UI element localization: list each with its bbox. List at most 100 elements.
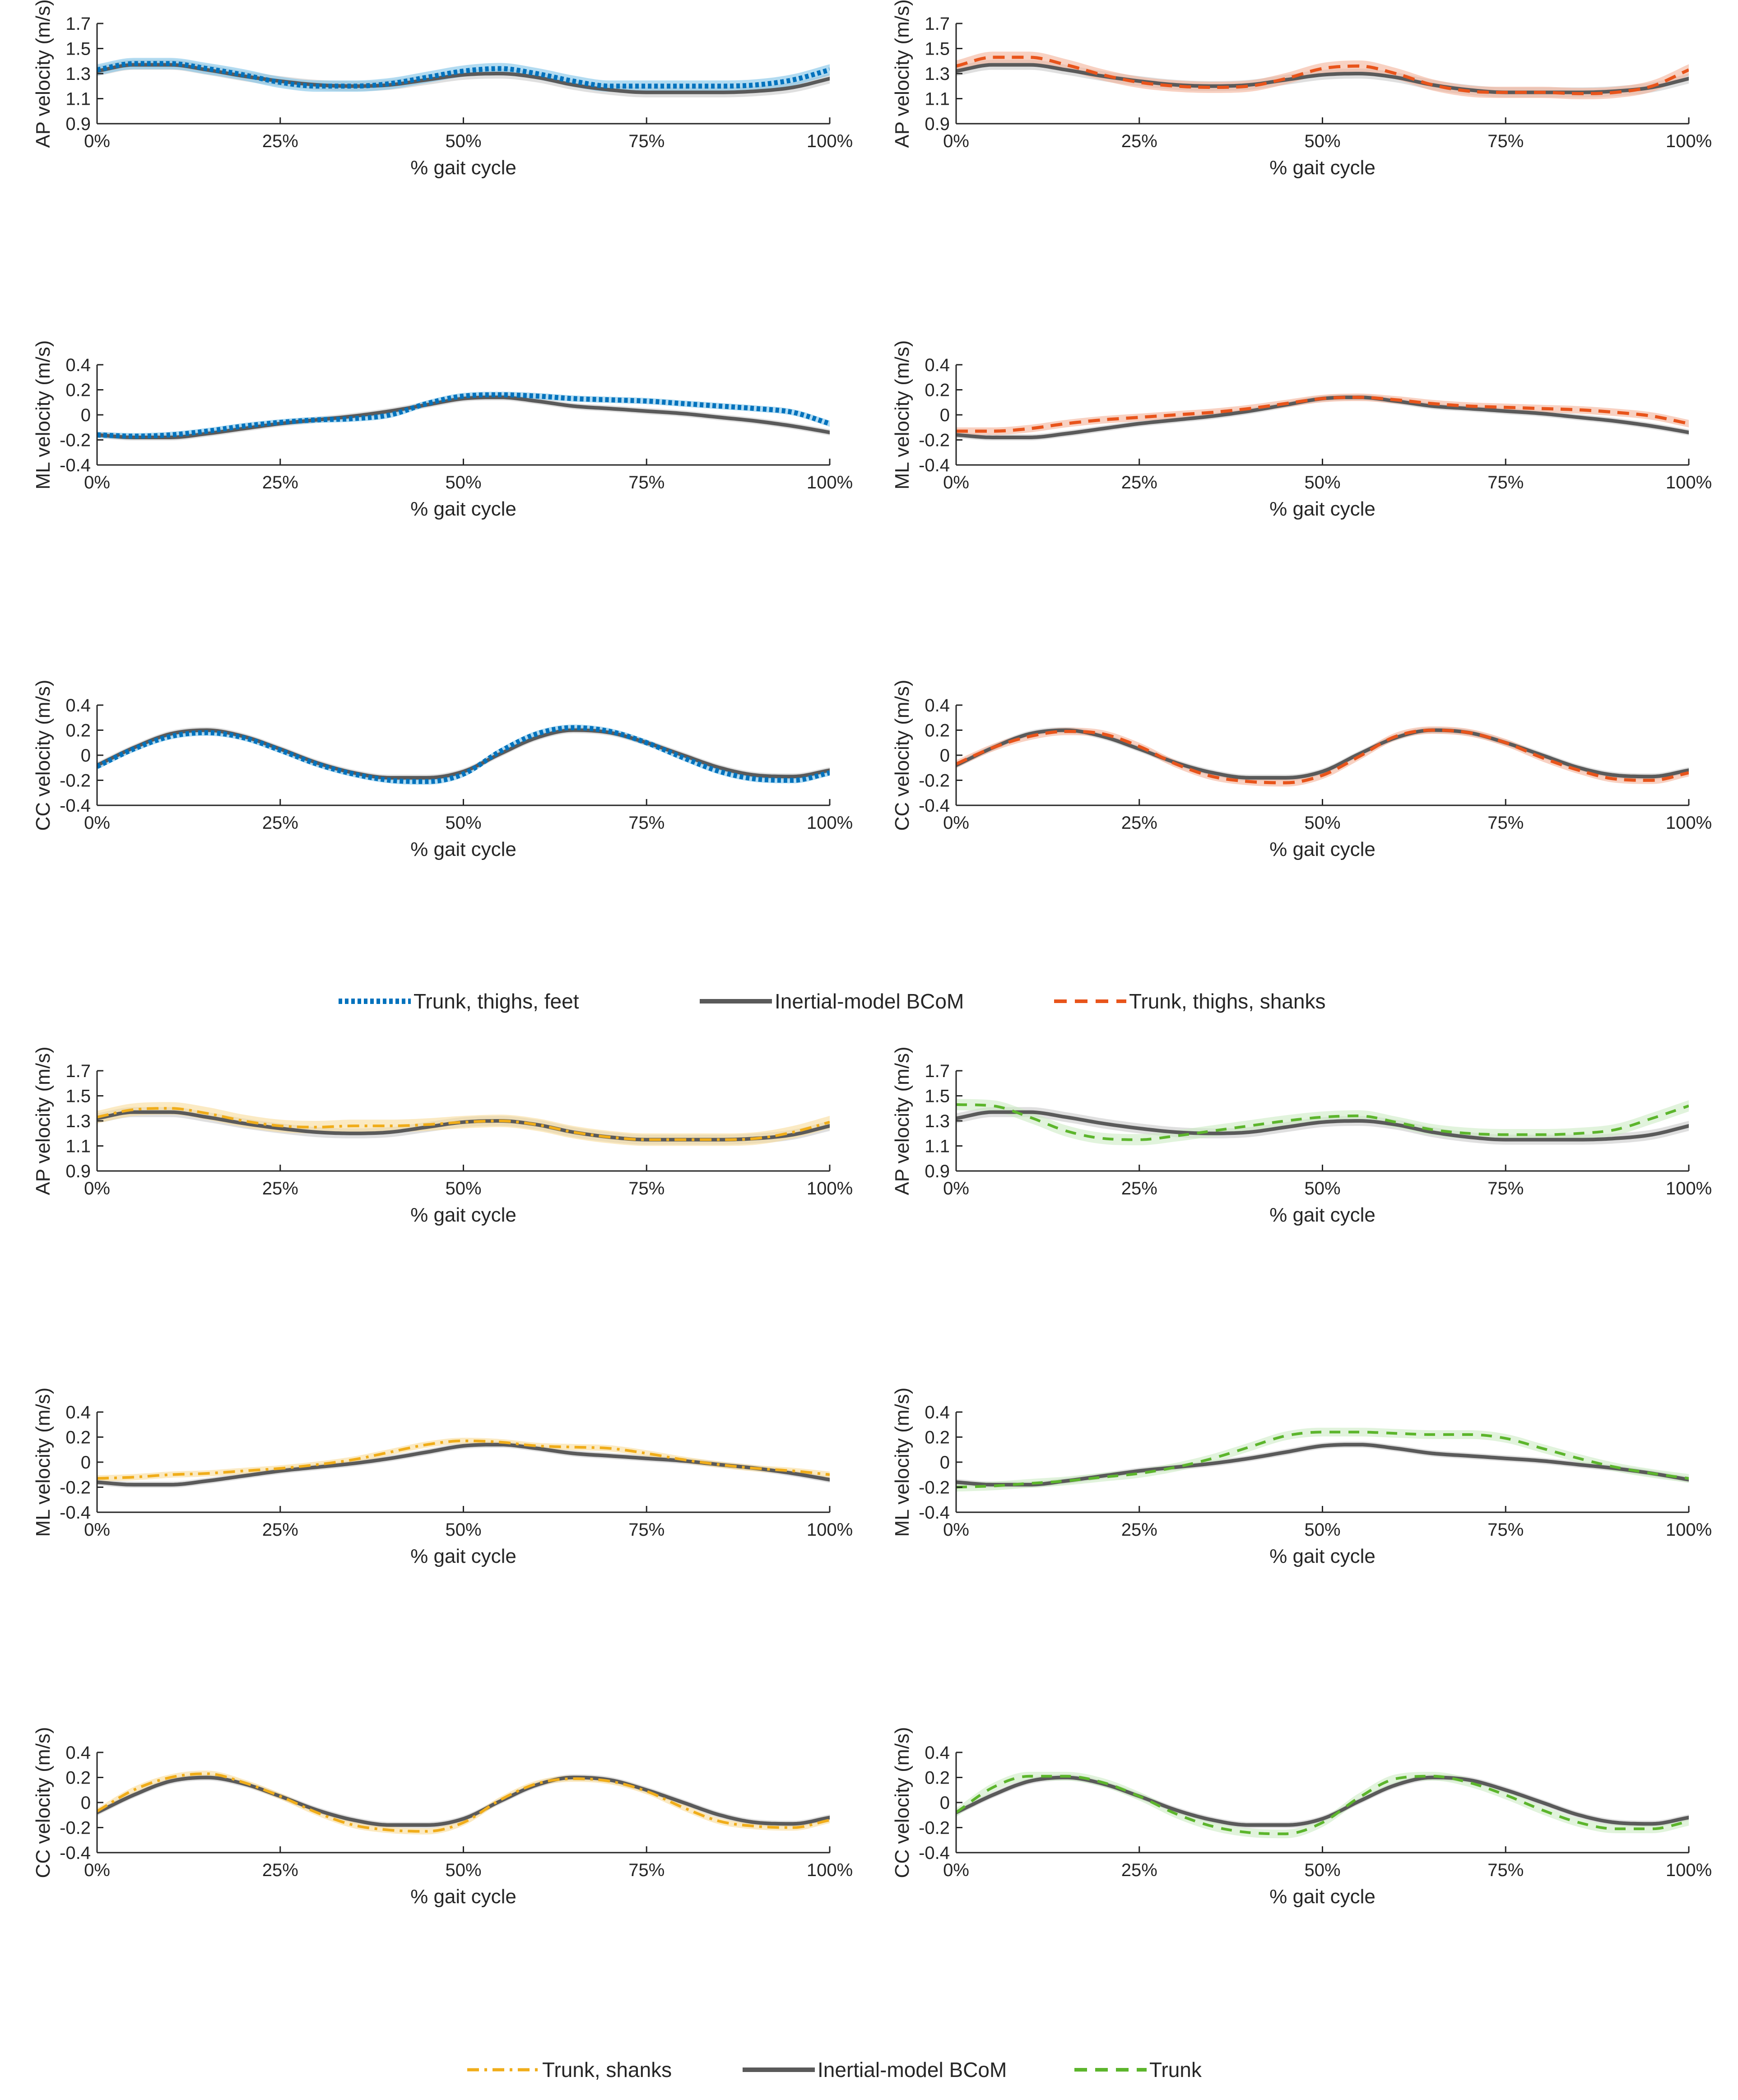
x-tick-label: 0% <box>84 1520 110 1540</box>
y-tick-label: 0.9 <box>925 1162 950 1181</box>
legend-entry-trunk: Trunk <box>1074 2058 1202 2081</box>
y-axis-label: ML velocity (m/s) <box>891 1388 913 1537</box>
x-tick-label: 25% <box>1121 131 1157 151</box>
reference-line <box>97 1775 830 1827</box>
series-line <box>97 392 830 439</box>
x-tick-label: 75% <box>628 1179 665 1199</box>
series-band <box>97 725 830 785</box>
y-tick-label: 0.4 <box>65 1403 91 1422</box>
y-tick-label: 1.3 <box>65 64 91 84</box>
series-line <box>956 1431 1689 1489</box>
panel-ap-trunk-thighs-shanks: 0.9 1.1 1.3 1.5 1.7 0% 25% 50% 75% 100% % gait cyc… <box>891 0 1712 179</box>
y-tick-label: 1.3 <box>925 1111 950 1131</box>
plot-area <box>97 1102 830 1146</box>
reference-line <box>956 728 1689 780</box>
y-tick-label: 0.9 <box>65 1162 91 1181</box>
legend-label: Trunk, shanks <box>542 2058 672 2081</box>
legend-entry-reference: Inertial-model BCoM <box>743 2058 1007 2081</box>
y-tick-label: 0.2 <box>925 381 950 400</box>
y-tick-label: -0.2 <box>919 771 950 791</box>
x-tick-label: 0% <box>943 1520 969 1540</box>
y-tick-label: 0.4 <box>65 1743 91 1763</box>
series-line <box>97 61 830 89</box>
series-band <box>956 393 1689 435</box>
x-tick-label: 25% <box>262 1179 298 1199</box>
series-line <box>97 725 830 784</box>
y-tick-label: -0.2 <box>60 1478 91 1498</box>
x-tick-label: 50% <box>1304 131 1340 151</box>
x-tick-label: 75% <box>1487 1520 1524 1540</box>
series-line <box>956 729 1689 785</box>
x-tick-label: 50% <box>445 473 481 492</box>
x-tick-label: 50% <box>1304 1179 1340 1199</box>
y-tick-label: 0 <box>940 1793 950 1813</box>
y-tick-label: -0.4 <box>60 1503 91 1523</box>
panel-cc-trunk: -0.4 -0.2 0 0.2 0.4 0% 25% 50% 75% 100% % gait cyc… <box>891 1727 1712 1908</box>
x-tick-label: 50% <box>445 1179 481 1199</box>
x-tick-label: 50% <box>1304 1520 1340 1540</box>
series-band <box>956 51 1689 99</box>
x-tick-label: 75% <box>1487 1179 1524 1199</box>
panel-ml-trunk-shanks: -0.4 -0.2 0 0.2 0.4 0% 25% 50% 75% 100% % gait cyc… <box>32 1388 853 1567</box>
y-tick-label: 1.3 <box>65 1111 91 1131</box>
y-tick-label: 0.2 <box>65 1768 91 1788</box>
legend-label: Trunk, thighs, feet <box>414 990 579 1013</box>
y-tick-label: 1.1 <box>65 89 91 109</box>
y-tick-label: 1.1 <box>65 1137 91 1157</box>
x-tick-label: 50% <box>445 813 481 833</box>
x-tick-label: 75% <box>628 1860 665 1880</box>
y-axis-label: AP velocity (m/s) <box>891 1046 913 1195</box>
x-axis-label: % gait cycle <box>410 498 516 520</box>
y-tick-label: 0 <box>81 1793 91 1813</box>
x-tick-label: 100% <box>1666 1520 1712 1540</box>
y-tick-label: -0.2 <box>60 1818 91 1838</box>
x-axis-label: % gait cycle <box>1269 1545 1376 1567</box>
y-tick-label: 0.4 <box>65 696 91 715</box>
y-tick-label: -0.2 <box>60 771 91 791</box>
plot-area <box>97 1437 830 1488</box>
y-axis-label: CC velocity (m/s) <box>32 680 54 831</box>
reference-line <box>956 63 1689 94</box>
series-band <box>956 1427 1689 1492</box>
series-band <box>97 391 830 440</box>
y-tick-label: -0.4 <box>919 1843 950 1863</box>
plot-area <box>956 1099 1689 1146</box>
x-axis-label: % gait cycle <box>410 157 516 179</box>
y-tick-label: 1.5 <box>65 1087 91 1106</box>
y-tick-label: 0.4 <box>925 1743 950 1763</box>
series-line <box>97 1107 830 1141</box>
plot-area <box>97 391 830 441</box>
x-tick-label: 0% <box>84 813 110 833</box>
x-tick-label: 75% <box>1487 473 1524 492</box>
y-tick-label: 0.2 <box>925 1768 950 1788</box>
x-tick-label: 0% <box>84 1179 110 1199</box>
y-axis-label: CC velocity (m/s) <box>32 1727 54 1878</box>
x-tick-label: 100% <box>1666 1860 1712 1880</box>
legend-1: Trunk, thighs, feet Inertial-model BCoM Tr… <box>339 990 1326 1013</box>
legend-2: Trunk, shanks Inertial-model BCoM Trunk <box>467 2058 1202 2081</box>
series-line <box>956 1775 1689 1835</box>
y-tick-label: 0.2 <box>925 1428 950 1448</box>
panel-ml-trunk-thighs-feet: -0.4 -0.2 0 0.2 0.4 0% 25% 50% 75% 100% % gait cyc… <box>32 340 853 520</box>
x-tick-label: 50% <box>445 1520 481 1540</box>
y-tick-label: -0.2 <box>919 1818 950 1838</box>
x-tick-label: 50% <box>445 1860 481 1880</box>
x-tick-label: 75% <box>1487 813 1524 833</box>
legend-label: Inertial-model BCoM <box>775 990 964 1013</box>
x-tick-label: 0% <box>84 473 110 492</box>
y-tick-label: 0.4 <box>925 696 950 715</box>
y-tick-label: 0.4 <box>925 1403 950 1422</box>
x-tick-label: 0% <box>84 131 110 151</box>
x-tick-label: 75% <box>1487 131 1524 151</box>
series-line <box>97 1439 830 1480</box>
x-tick-label: 75% <box>1487 1860 1524 1880</box>
y-axis-label: CC velocity (m/s) <box>891 1727 913 1878</box>
series-band <box>956 1772 1689 1839</box>
y-tick-label: 0.2 <box>65 381 91 400</box>
x-tick-label: 25% <box>1121 1179 1157 1199</box>
plot-area <box>956 1427 1689 1492</box>
series-line <box>956 395 1689 433</box>
y-tick-label: -0.4 <box>60 796 91 816</box>
x-axis-label: % gait cycle <box>410 838 516 860</box>
x-axis-label: % gait cycle <box>1269 498 1376 520</box>
